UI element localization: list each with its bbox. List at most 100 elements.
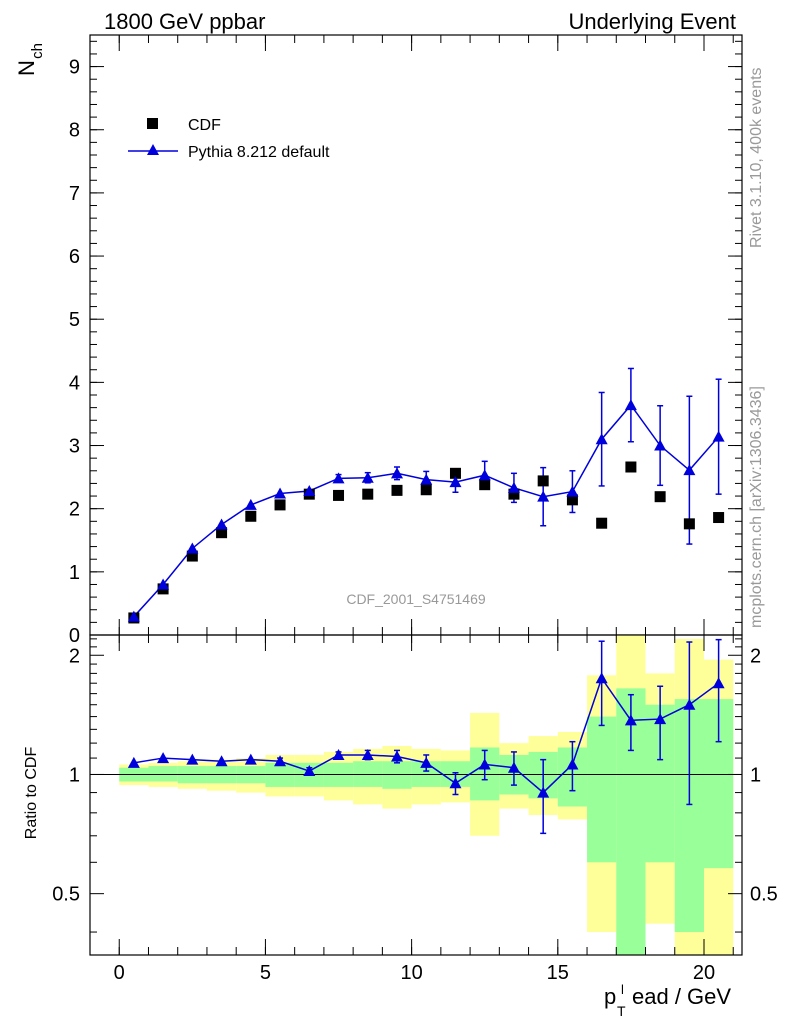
ratio-point	[624, 714, 637, 726]
cdf-point	[362, 488, 374, 500]
ratio-point	[449, 777, 462, 789]
side-label-bottom: mcplots.cern.ch [arXiv:1306.3436]	[748, 386, 765, 628]
xtick-labels: 0 5 10 15 20	[114, 962, 715, 984]
cdf-point	[333, 489, 345, 501]
ratio-point	[303, 765, 316, 777]
cdf-point	[274, 499, 286, 511]
ratio-panel: 0.5 0.5 1 1 2 2 0 5 10 15 20 Ratio to CDF p T l e…	[23, 634, 778, 1019]
mc-point	[332, 472, 345, 484]
main-ytick-label: 8	[69, 120, 80, 142]
ratio-ytick-labels: 0.5 0.5 1 1 2 2	[52, 645, 778, 905]
mc-point	[654, 439, 667, 451]
ratio-series	[127, 638, 725, 835]
mc-point	[303, 485, 316, 496]
ratio-frame	[89, 634, 743, 956]
cdf-point	[683, 518, 695, 530]
mc-point	[390, 467, 403, 479]
header-right: Underlying Event	[568, 9, 736, 34]
cdf-point	[713, 512, 725, 524]
header-left: 1800 GeV ppbar	[104, 9, 265, 34]
side-label-top: Rivet 3.1.10, 400k events	[748, 67, 765, 248]
cdf-point	[245, 510, 257, 522]
ratio-point	[595, 672, 608, 684]
band-inner	[382, 761, 412, 789]
cdf-point	[508, 488, 520, 500]
main-panel: 0 1 2 3 4 5 6 7 8 9 CDF_2001_S4751469 N ch CDF Py…	[14, 34, 743, 647]
main-ytick-label: 2	[69, 499, 80, 521]
ratio-ytick-label-left: 2	[69, 645, 80, 667]
mc-point	[157, 578, 170, 590]
legend-label-mc: Pythia 8.212 default	[188, 144, 330, 161]
mc-point	[507, 481, 520, 493]
band-inner	[148, 766, 178, 782]
main-ytick-label: 6	[69, 246, 80, 268]
watermark: CDF_2001_S4751469	[346, 591, 486, 607]
mc-point	[683, 464, 696, 476]
cdf-point	[216, 527, 228, 539]
ratio-point	[274, 755, 287, 767]
main-ytick-label: 0	[69, 625, 80, 647]
cdf-point	[449, 467, 461, 479]
xtick-label: 10	[400, 962, 422, 984]
legend: CDF Pythia 8.212 default	[128, 117, 330, 161]
ratio-bands	[119, 635, 734, 955]
mc-point	[712, 430, 725, 442]
legend-marker-cdf	[147, 118, 158, 129]
ratio-point	[507, 761, 520, 773]
mc-point	[186, 542, 199, 554]
main-ytick-labels: 0 1 2 3 4 5 6 7 8 9	[69, 57, 80, 647]
xlabel-sub: T	[617, 1003, 626, 1019]
ratio-point	[332, 748, 345, 760]
mc-point	[244, 498, 257, 510]
mc-point	[361, 471, 374, 483]
xtick-label: 20	[693, 962, 715, 984]
main-ytick-label: 9	[69, 57, 80, 79]
main-axis-ticks	[90, 35, 742, 636]
mc-point	[478, 469, 491, 481]
mc-point	[566, 485, 579, 497]
main-series	[127, 367, 725, 624]
cdf-point	[654, 491, 666, 503]
ratio-point	[186, 753, 199, 765]
ratio-ytick-label-right: 2	[750, 645, 761, 667]
main-ytick-label: 3	[69, 436, 80, 458]
main-ytick-label: 7	[69, 183, 80, 205]
mc-point	[449, 476, 462, 488]
band-inner	[587, 716, 617, 863]
main-ytick-label: 1	[69, 562, 80, 584]
main-ytick-label: 4	[69, 372, 80, 394]
ratio-point	[683, 698, 696, 710]
mc-point	[420, 473, 433, 485]
cdf-point	[479, 479, 491, 491]
ratio-point	[537, 786, 550, 798]
xtick-label: 0	[114, 962, 125, 984]
xlabel-sup: l	[621, 982, 624, 997]
ratio-point	[157, 752, 170, 764]
mc-point	[537, 490, 550, 502]
cdf-point	[596, 517, 608, 529]
ratio-point	[127, 756, 140, 768]
cdf-point	[537, 475, 549, 487]
main-ytick-label: 5	[69, 309, 80, 331]
ratio-ytick-label-right: 1	[750, 764, 761, 786]
legend-label-cdf: CDF	[188, 117, 221, 134]
xlabel-rest: ead / GeV	[632, 984, 731, 1009]
xtick-label: 15	[547, 962, 569, 984]
xtick-label: 5	[260, 962, 271, 984]
ratio-point	[361, 748, 374, 760]
mc-point	[595, 433, 608, 445]
ratio-point	[566, 758, 579, 770]
cdf-point	[625, 461, 637, 473]
main-ylabel-sub: ch	[29, 43, 46, 59]
mc-point	[624, 399, 637, 411]
ratio-ytick-label-right: 0.5	[750, 884, 778, 906]
ratio-point	[244, 753, 257, 765]
cdf-point	[391, 484, 403, 496]
ratio-axis-ticks	[90, 635, 742, 955]
ratio-ytick-label-left: 1	[69, 764, 80, 786]
xlabel: p T l ead / GeV	[604, 982, 731, 1019]
ratio-point	[712, 677, 725, 689]
cdf-point	[186, 550, 198, 562]
main-ylabel-main: N	[14, 60, 39, 76]
